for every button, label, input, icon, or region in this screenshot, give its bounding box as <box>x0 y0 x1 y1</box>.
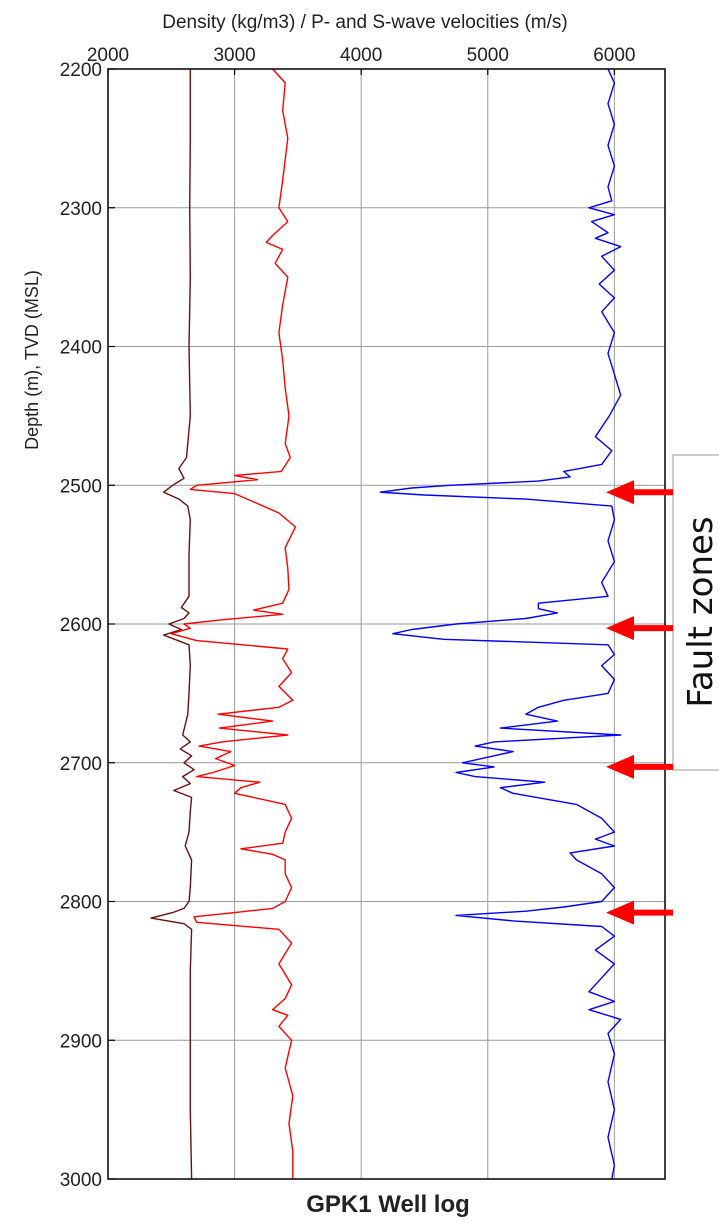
x-axis-label: Density (kg/m3) / P- and S-wave velociti… <box>162 12 567 33</box>
fault-arrow-head <box>606 900 634 925</box>
y-tick-label: 2900 <box>60 1031 102 1052</box>
x-tick-label: 4000 <box>340 45 382 66</box>
x-tick-label: 2000 <box>87 45 129 66</box>
x-tick-label: 6000 <box>593 45 635 66</box>
plot-frame <box>107 68 666 1180</box>
y-tick-label: 2500 <box>60 476 102 497</box>
y-tick-label: 2600 <box>60 615 102 636</box>
grid-lines <box>107 68 665 1180</box>
y-tick-label: 2400 <box>60 338 102 359</box>
fault-arrow-head <box>606 754 634 779</box>
series-group <box>150 68 622 1180</box>
axis-ticks: 2000 3000 4000 5000 6000 2200 2300 2400 2500 2600… <box>60 45 636 1191</box>
chart-title: GPK1 Well log <box>306 1191 470 1218</box>
y-tick-label: 2800 <box>60 893 102 914</box>
fault-arrow-head <box>606 480 634 505</box>
s-wave-velocity-curve <box>170 68 297 1179</box>
annotation-label: Fault zones <box>681 516 719 707</box>
x-tick-label: 3000 <box>213 45 255 66</box>
annotation-group: Fault zones <box>606 454 719 925</box>
density-curve <box>150 69 195 1180</box>
y-axis-label: Depth (m), TVD (MSL) <box>22 270 42 450</box>
annotation-box <box>672 454 719 771</box>
y-tick-label: 2700 <box>60 754 102 775</box>
p-wave-velocity-curve <box>379 68 622 1180</box>
fault-arrow-head <box>606 616 634 641</box>
y-tick-label: 2300 <box>60 199 102 220</box>
y-tick-label: 2200 <box>60 60 102 81</box>
x-tick-label: 5000 <box>467 45 509 66</box>
y-tick-label: 3000 <box>60 1170 102 1191</box>
